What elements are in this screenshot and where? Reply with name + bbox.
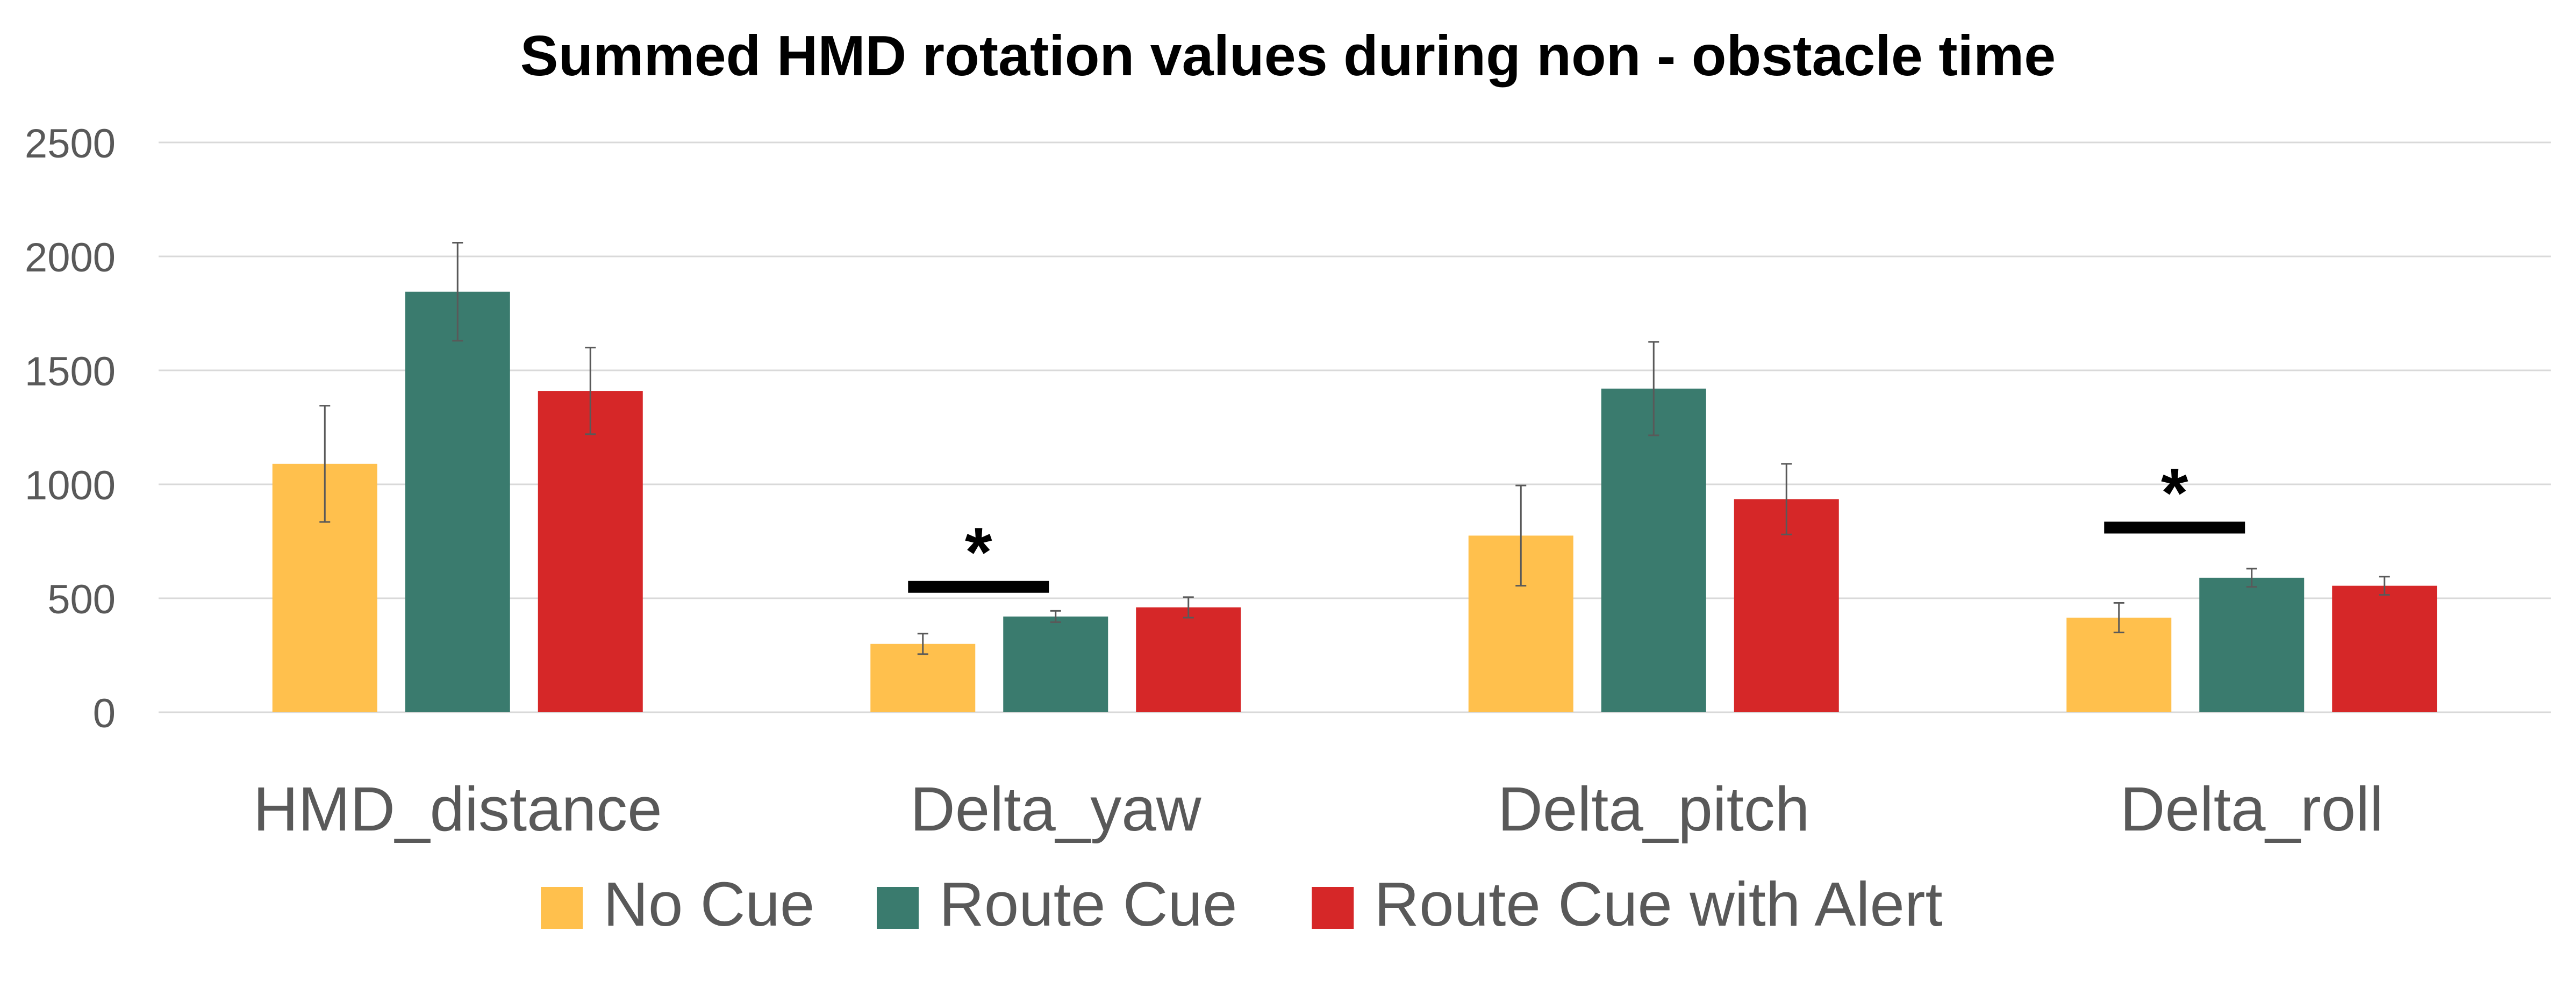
- y-axis-ticks: 0 500 1000 1500 2000 2500: [25, 121, 116, 736]
- legend-label: Route Cue: [939, 869, 1237, 939]
- bar: [2332, 585, 2437, 712]
- error-bar: [2246, 568, 2257, 588]
- error-bar: [1648, 341, 1659, 436]
- bar: [2199, 577, 2305, 712]
- error-bar: [452, 242, 463, 342]
- bar: [1601, 388, 1706, 712]
- legend-item: Route Cue with Alert: [1312, 869, 1943, 939]
- bar: [1136, 607, 1241, 712]
- error-bar: [1050, 610, 1061, 624]
- legend: No Cue Route Cue Route Cue with Alert: [541, 869, 1943, 939]
- error-bar: [2379, 576, 2390, 596]
- legend-label: No Cue: [603, 869, 814, 939]
- error-bar: [1515, 484, 1527, 587]
- bar: [2066, 618, 2172, 712]
- bars: [272, 291, 2437, 712]
- grid-lines: [159, 141, 2551, 713]
- legend-label: Route Cue with Alert: [1374, 869, 1942, 939]
- x-tick-label: Delta_yaw: [910, 774, 1202, 844]
- x-tick-label: HMD_distance: [253, 774, 662, 844]
- error-bar: [585, 347, 596, 435]
- chart-title: Summed HMD rotation values during non - …: [520, 24, 2056, 88]
- legend-swatch: [541, 887, 583, 929]
- bar: [870, 643, 976, 712]
- y-tick-label: 1000: [25, 463, 116, 509]
- significance-star: *: [2161, 454, 2188, 532]
- error-bar: [1781, 463, 1792, 535]
- y-tick-label: 500: [47, 577, 116, 622]
- error-bar: [2113, 602, 2124, 634]
- x-tick-label: Delta_roll: [2120, 774, 2384, 844]
- legend-item: No Cue: [541, 869, 814, 939]
- y-tick-label: 2000: [25, 235, 116, 281]
- bar: [405, 291, 510, 712]
- error-bars: [319, 242, 2390, 655]
- y-tick-label: 0: [93, 691, 116, 736]
- x-axis-ticks: HMD_distance Delta_yaw Delta_pitch Delta_ro…: [253, 774, 2384, 844]
- bar: [538, 391, 643, 712]
- legend-item: Route Cue: [876, 869, 1237, 939]
- x-tick-label: Delta_pitch: [1498, 774, 1809, 844]
- error-bar: [917, 633, 928, 655]
- error-bar: [319, 405, 331, 523]
- legend-swatch: [1312, 887, 1354, 929]
- bar: [1003, 616, 1108, 712]
- error-bar: [1183, 596, 1194, 619]
- significance-markers: **: [908, 454, 2245, 593]
- significance-star: *: [965, 513, 992, 591]
- legend-swatch: [876, 887, 919, 929]
- y-tick-label: 1500: [25, 349, 116, 395]
- y-tick-label: 2500: [25, 121, 116, 167]
